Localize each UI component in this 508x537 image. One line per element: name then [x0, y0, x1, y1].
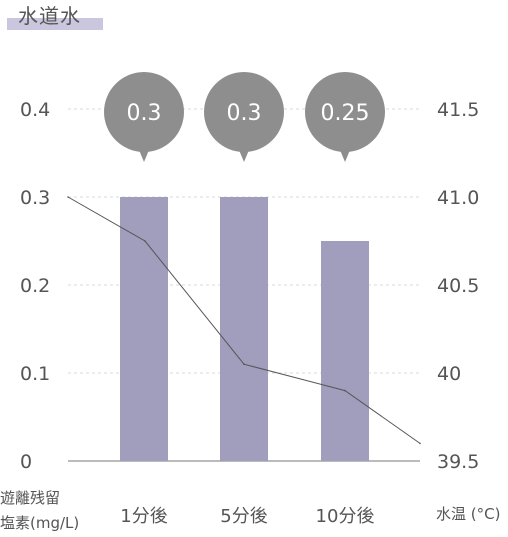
- bar: [120, 197, 168, 461]
- left-axis-note-line1: 遊離残留: [0, 489, 61, 507]
- y-left-tick-label: 0: [20, 451, 32, 473]
- legend-label: 水道水: [18, 4, 81, 28]
- left-axis-note-line2: 塩素(mg/L): [0, 514, 80, 532]
- temperature-point: [243, 363, 245, 366]
- temperature-point: [144, 240, 146, 242]
- temperature-point: [67, 196, 69, 198]
- value-bubble-pointer: [139, 150, 149, 162]
- y-right-tick-label: 41.0: [437, 187, 479, 209]
- y-right-tick-label: 41.5: [437, 99, 479, 121]
- data-label: 0.25: [321, 101, 370, 126]
- value-bubble: [204, 72, 284, 152]
- y-right-tick-label: 40.5: [437, 275, 479, 297]
- data-label: 0.3: [227, 101, 262, 126]
- value-bubble-pointer: [239, 150, 249, 162]
- y-left-tick-label: 0.4: [20, 99, 50, 121]
- value-bubble: [305, 72, 385, 152]
- y-left-tick-label: 0.3: [20, 187, 50, 209]
- y-left-tick-label: 0.2: [20, 275, 50, 297]
- legend-swatch: [7, 18, 103, 30]
- data-label: 0.3: [127, 101, 162, 126]
- x-tick-label: 5分後: [220, 506, 267, 527]
- right-axis-note: 水温 (°C): [436, 505, 501, 523]
- x-tick-label: 1分後: [120, 506, 167, 527]
- bar: [321, 241, 369, 461]
- temperature-point: [419, 442, 421, 445]
- bar: [220, 197, 268, 461]
- value-bubble-pointer: [340, 150, 350, 162]
- left-axis-note: 遊離残留 塩素(mg/L): [0, 486, 79, 536]
- x-tick-label: 10分後: [316, 506, 375, 527]
- value-bubble: [104, 72, 184, 152]
- y-left-tick-label: 0.1: [20, 363, 50, 385]
- y-right-tick-label: 40: [437, 363, 461, 385]
- y-right-tick-label: 39.5: [437, 451, 479, 473]
- temperature-point: [344, 389, 346, 392]
